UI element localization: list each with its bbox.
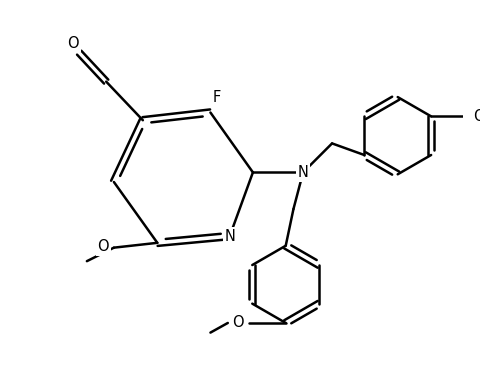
Text: N: N [224,228,235,243]
Text: N: N [298,165,309,180]
Text: F: F [212,90,221,105]
Text: O: O [473,109,480,124]
Text: O: O [97,239,109,254]
Text: O: O [68,35,79,50]
Text: O: O [233,315,244,330]
